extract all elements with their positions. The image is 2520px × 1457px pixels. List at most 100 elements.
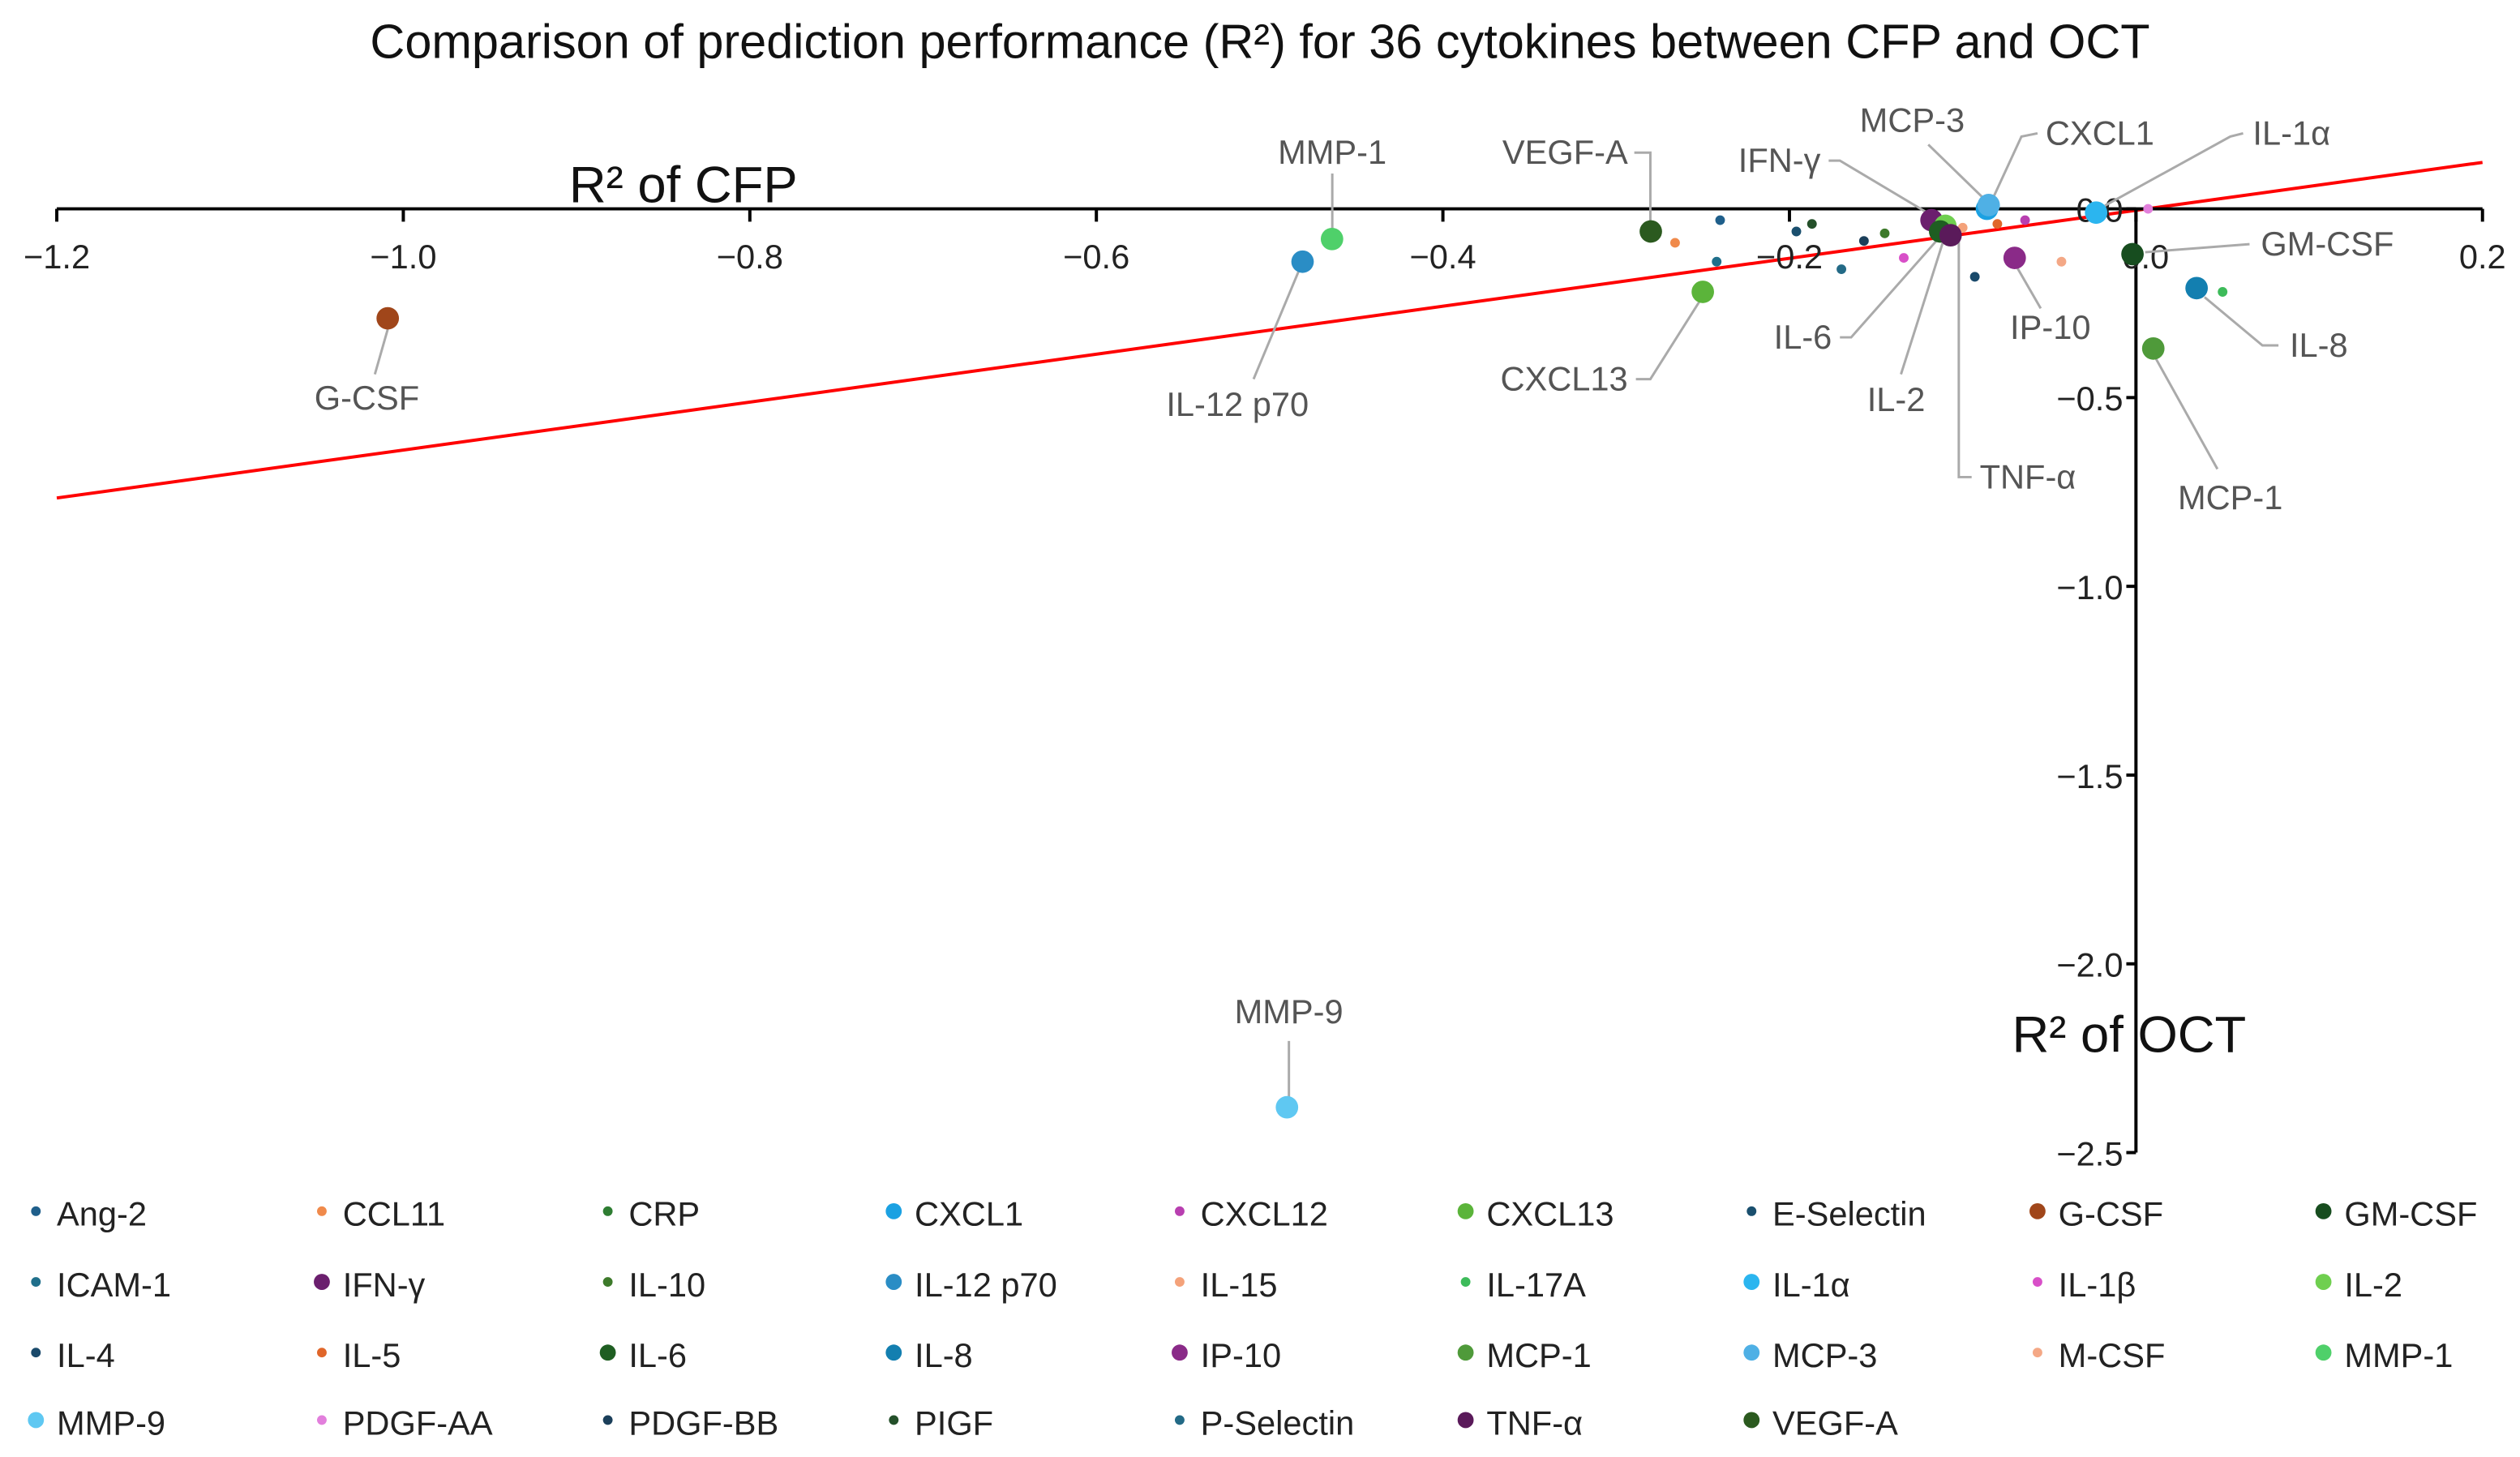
legend: Ang-2 CCL11 CRP CXCL1 CXCL12 CXCL13 E-Selectin… [28, 1195, 2477, 1442]
legend-item: MCP-1 [1457, 1336, 1592, 1374]
data-point-cxcl12 [2020, 215, 2030, 225]
point-label: MCP-1 [2178, 478, 2282, 516]
legend-item: IL-2 [2315, 1266, 2402, 1304]
legend-item: IL-5 [317, 1336, 401, 1374]
y-axis-label: R² of OCT [2012, 1007, 2246, 1064]
legend-item: CXCL12 [1174, 1195, 1328, 1233]
legend-marker [2315, 1274, 2332, 1290]
data-point-pdgf-bb [1858, 236, 1869, 246]
legend-item: TNF-α [1457, 1403, 1583, 1442]
legend-marker [1743, 1274, 1760, 1290]
data-point-mmp-9 [1275, 1095, 1299, 1119]
data-point-g-csf [376, 306, 400, 330]
leader-line [1957, 241, 1972, 478]
data-point-ccl11 [1669, 238, 1680, 248]
point-label: IL-6 [1774, 318, 1832, 356]
data-point-il-1- [1899, 253, 1909, 264]
data-point-p-selectin [1836, 264, 1847, 275]
legend-item: CCL11 [317, 1195, 445, 1233]
y-tick-label: −2.5 [2056, 1134, 2123, 1172]
legend-marker [1743, 1412, 1760, 1429]
point-label: IL-2 [1867, 380, 1926, 418]
data-point-il-5 [1992, 219, 2003, 229]
data-point-icam-1 [1712, 256, 1722, 267]
legend-marker [31, 1348, 41, 1358]
y-tick-label: −1.5 [2056, 757, 2123, 795]
point-label: VEGF-A [1502, 133, 1628, 171]
legend-item: IL-1β [2032, 1266, 2136, 1304]
point-label: IP-10 [2010, 308, 2090, 346]
legend-label: IL-1α [1772, 1266, 1850, 1304]
data-point-il-17a [2218, 287, 2228, 297]
data-point-pdgf-aa [2143, 204, 2154, 214]
legend-item: CRP [602, 1195, 700, 1233]
legend-label: P-Selectin [1201, 1403, 1355, 1442]
legend-marker [2032, 1348, 2042, 1358]
point-label: MMP-9 [1235, 992, 1344, 1031]
legend-marker [1172, 1344, 1188, 1361]
legend-label: PIGF [915, 1403, 993, 1442]
legend-marker [1174, 1206, 1185, 1216]
legend-marker [889, 1415, 899, 1425]
legend-marker [1457, 1412, 1474, 1429]
y-tick-label: −2.0 [2056, 946, 2123, 984]
leader-line [1635, 299, 1702, 381]
legend-marker [1457, 1202, 1474, 1219]
legend-label: IL-17A [1486, 1266, 1586, 1304]
legend-marker [2315, 1202, 2332, 1219]
data-point-tnf- [1939, 224, 1962, 247]
legend-item: MMP-1 [2315, 1336, 2453, 1374]
legend-item: PIGF [889, 1403, 993, 1442]
legend-marker [317, 1206, 327, 1216]
legend-item: IL-1α [1743, 1266, 1850, 1304]
x-tick-label: −0.8 [717, 238, 783, 276]
x-tick-label: −0.2 [1756, 238, 1823, 276]
point-label: IFN-γ [1738, 141, 1821, 179]
data-point-il-10 [1879, 228, 1890, 238]
legend-item: VEGF-A [1743, 1403, 1898, 1442]
legend-marker [317, 1348, 327, 1358]
data-point-e-selectin [1791, 226, 1802, 237]
legend-marker [1174, 1277, 1185, 1287]
legend-label: CCL11 [343, 1195, 445, 1233]
legend-label: IL-2 [2344, 1266, 2402, 1304]
legend-label: MMP-9 [57, 1403, 165, 1442]
legend-item: M-CSF [2032, 1336, 2165, 1374]
x-tick-label: −0.6 [1063, 238, 1129, 276]
legend-label: CXCL12 [1201, 1195, 1328, 1233]
legend-item: E-Selectin [1746, 1195, 1926, 1233]
data-point-m-csf [2056, 256, 2067, 267]
legend-label: TNF-α [1486, 1403, 1583, 1442]
leader-line [1634, 151, 1652, 222]
legend-item: IL-8 [885, 1336, 973, 1374]
data-point-mcp-3 [1977, 194, 2000, 216]
legend-label: G-CSF [2059, 1195, 2163, 1233]
legend-label: IL-10 [628, 1266, 705, 1304]
legend-marker [31, 1277, 41, 1287]
point-label: IL-12 p70 [1166, 385, 1309, 423]
legend-label: IL-6 [628, 1336, 687, 1374]
leader-line [2145, 242, 2250, 254]
legend-item: IL-12 p70 [885, 1266, 1057, 1304]
legend-item: IL-10 [602, 1266, 705, 1304]
legend-item: CXCL1 [885, 1195, 1023, 1233]
legend-label: IL-15 [1201, 1266, 1278, 1304]
legend-marker [885, 1344, 902, 1361]
legend-marker [1743, 1344, 1760, 1361]
leader-line [1927, 144, 1986, 200]
legend-marker [1746, 1206, 1757, 1216]
legend-marker [602, 1415, 613, 1425]
data-point-il-4 [1969, 272, 1980, 282]
legend-item: IL-4 [31, 1336, 115, 1374]
legend-label: MCP-3 [1772, 1336, 1877, 1374]
legend-marker [885, 1202, 902, 1219]
point-label: IL-1α [2252, 114, 2330, 152]
data-point-pigf [1806, 219, 1817, 229]
point-label: CXCL13 [1500, 359, 1627, 397]
legend-item: MCP-3 [1743, 1336, 1877, 1374]
legend-label: IFN-γ [343, 1266, 426, 1304]
legend-item: IFN-γ [314, 1266, 426, 1304]
point-label: MMP-1 [1278, 133, 1386, 171]
legend-item: MMP-9 [28, 1403, 165, 1442]
